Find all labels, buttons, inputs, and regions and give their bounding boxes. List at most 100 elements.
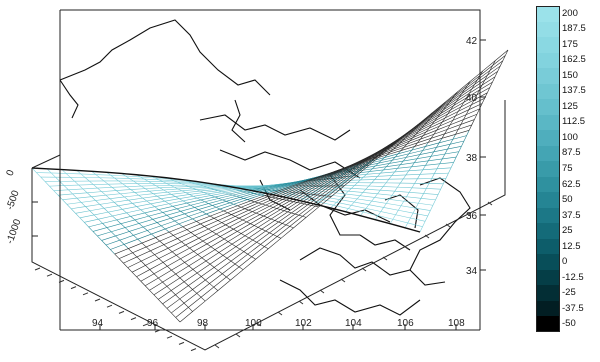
mesh-line	[471, 119, 475, 126]
lon-tick-label: 98	[197, 318, 209, 329]
edge-tick	[34, 267, 41, 271]
edge-tick	[214, 344, 220, 349]
mesh-line	[66, 204, 72, 209]
mesh-line	[140, 97, 485, 282]
mesh-line	[289, 226, 294, 229]
mesh-line	[31, 167, 37, 173]
mesh-line	[62, 199, 68, 205]
mesh-line	[55, 176, 60, 182]
mesh-line	[256, 241, 261, 245]
mesh-line	[377, 211, 382, 216]
mesh-line	[351, 185, 355, 189]
mesh-line	[163, 244, 169, 249]
colorbar-swatch	[536, 254, 560, 271]
mesh-line	[319, 186, 323, 190]
mesh-line	[132, 252, 138, 258]
edge-tick	[382, 256, 388, 261]
mesh-line	[345, 177, 350, 181]
mesh-line	[402, 157, 407, 162]
box-edge	[31, 154, 61, 169]
mesh-line	[136, 256, 142, 262]
mesh-line	[70, 208, 76, 214]
surface-plot: 42 40 38 36 34 94 96 98 100 102 104 106 108 0 -500 -100…	[5, 9, 509, 352]
mesh-line	[380, 207, 384, 212]
mesh-line	[397, 150, 402, 155]
mesh-line	[455, 151, 460, 158]
lon-tick-label: 94	[92, 318, 104, 329]
mesh-line	[388, 195, 393, 200]
mesh-line	[36, 172, 41, 178]
depth-tick-label: -1000	[5, 217, 24, 245]
mesh-line	[287, 211, 292, 214]
colorbar-swatch	[536, 223, 560, 240]
mesh-line	[463, 135, 467, 142]
mesh-line	[474, 114, 478, 120]
mesh-line	[419, 226, 423, 233]
mesh-line	[497, 65, 501, 72]
mesh-line	[79, 172, 449, 219]
mesh-line	[268, 196, 272, 198]
mesh-line	[468, 124, 473, 131]
mesh-line	[465, 109, 470, 115]
mesh-line	[380, 186, 384, 191]
mesh-line	[250, 223, 255, 226]
mesh-line	[229, 226, 234, 230]
mesh-line	[380, 169, 384, 174]
mesh-line	[395, 210, 399, 215]
mesh-line	[109, 198, 115, 203]
edge-tick	[487, 201, 493, 206]
mesh-line	[88, 226, 94, 232]
mesh-line	[131, 108, 480, 273]
mesh-line	[153, 294, 159, 300]
mesh-line	[443, 178, 447, 184]
mesh-line	[420, 135, 424, 140]
mesh-line	[389, 219, 394, 224]
mesh-line	[133, 180, 138, 184]
mesh-line	[169, 231, 174, 236]
mesh-line	[433, 147, 437, 152]
mesh-line	[44, 181, 50, 187]
colorbar-label: 187.5	[562, 23, 586, 35]
mesh-line	[119, 239, 125, 245]
mesh-line	[271, 196, 276, 199]
mesh-line	[170, 217, 176, 222]
mesh-line	[377, 172, 381, 177]
mesh-line	[124, 227, 130, 232]
mesh-line	[184, 213, 189, 217]
mesh-line	[65, 173, 71, 178]
mesh-line	[218, 270, 223, 274]
mesh-line	[188, 307, 193, 312]
mesh-line	[164, 228, 170, 233]
mesh-line	[288, 194, 293, 197]
lon-tick-label: 108	[448, 318, 465, 329]
colorbar-swatch	[536, 238, 560, 255]
mesh-line	[115, 190, 121, 194]
mesh-line	[231, 214, 236, 217]
mesh-line	[127, 267, 133, 273]
edge-tick	[319, 289, 325, 294]
mesh-line	[377, 189, 381, 194]
mesh-line	[342, 180, 347, 184]
mesh-line	[91, 196, 96, 201]
mesh-line	[206, 243, 212, 248]
mesh-line	[218, 198, 223, 201]
front-box-frame	[31, 100, 506, 351]
mesh-line	[190, 232, 196, 236]
mesh-line	[213, 218, 219, 221]
mesh-line	[285, 224, 290, 227]
mesh-line	[372, 165, 376, 169]
mesh-line	[316, 188, 320, 192]
mesh-line	[244, 235, 250, 239]
colorbar-swatch	[536, 145, 560, 162]
mesh-line	[219, 208, 224, 212]
mesh-line	[428, 138, 432, 143]
mesh-line	[412, 208, 416, 214]
colorbar-label: 175	[562, 38, 578, 50]
colorbar-swatch	[536, 269, 560, 286]
colorbar-label: 100	[562, 131, 578, 143]
mesh-line	[450, 105, 454, 111]
mesh-line	[209, 283, 214, 288]
mesh-line	[168, 203, 173, 207]
mesh-line	[227, 212, 232, 215]
mesh-line	[276, 208, 281, 210]
